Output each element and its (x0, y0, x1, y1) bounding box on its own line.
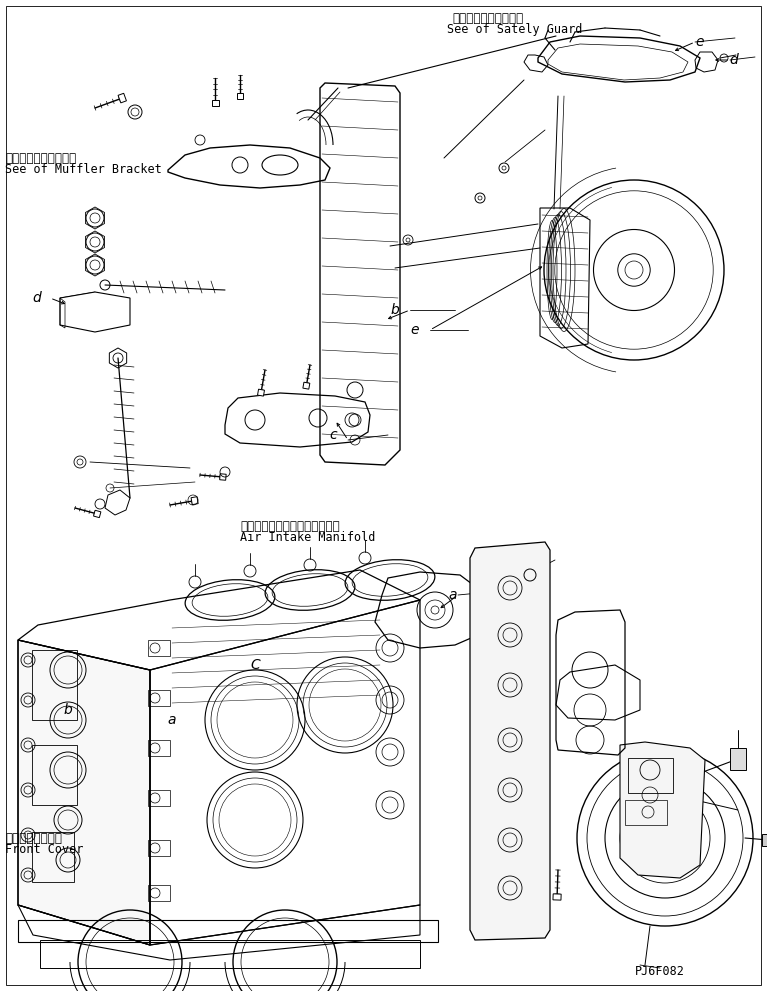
Polygon shape (191, 496, 198, 504)
Bar (148, 840, 170, 856)
Text: b: b (390, 303, 400, 317)
Polygon shape (470, 542, 550, 940)
Polygon shape (219, 474, 226, 481)
Text: See of Muffler Bracket: See of Muffler Bracket (5, 163, 162, 176)
Polygon shape (18, 640, 150, 945)
Polygon shape (94, 510, 101, 517)
Text: c: c (329, 428, 337, 442)
Text: d: d (33, 291, 41, 305)
Text: e: e (696, 35, 704, 49)
Polygon shape (60, 292, 130, 332)
Bar (625, 800, 667, 825)
Text: a: a (449, 588, 457, 602)
Bar (40, 940, 420, 968)
Bar (628, 758, 673, 793)
Text: エアーインテークマニホールド: エアーインテークマニホールド (240, 520, 340, 533)
Polygon shape (762, 834, 767, 846)
Polygon shape (620, 742, 705, 878)
Bar (32, 650, 77, 720)
Bar (148, 885, 170, 901)
Text: a: a (168, 713, 176, 727)
Bar (148, 740, 170, 756)
Text: PJ6F082: PJ6F082 (635, 965, 685, 978)
Polygon shape (553, 894, 561, 900)
Text: セーフティガード参照: セーフティガード参照 (452, 12, 523, 25)
Bar (18, 920, 438, 942)
Text: マフラブラケット参照: マフラブラケット参照 (5, 152, 76, 165)
Polygon shape (237, 93, 243, 99)
Bar (32, 745, 77, 805)
Polygon shape (303, 383, 310, 389)
Text: Air Intake Manifold: Air Intake Manifold (240, 531, 375, 544)
Polygon shape (118, 93, 127, 103)
Polygon shape (212, 100, 219, 106)
Text: d: d (729, 53, 739, 67)
Bar (730, 748, 746, 770)
Text: See of Sately Guard: See of Sately Guard (447, 23, 582, 36)
Bar (148, 640, 170, 656)
Bar (32, 832, 74, 882)
Text: b: b (64, 703, 72, 717)
Text: e: e (411, 323, 420, 337)
Bar (148, 790, 170, 806)
Bar (148, 690, 170, 706)
Text: フロントカバー－: フロントカバー－ (5, 832, 62, 845)
Text: Front Cover: Front Cover (5, 843, 84, 856)
Text: C: C (250, 658, 260, 672)
Polygon shape (258, 389, 265, 396)
